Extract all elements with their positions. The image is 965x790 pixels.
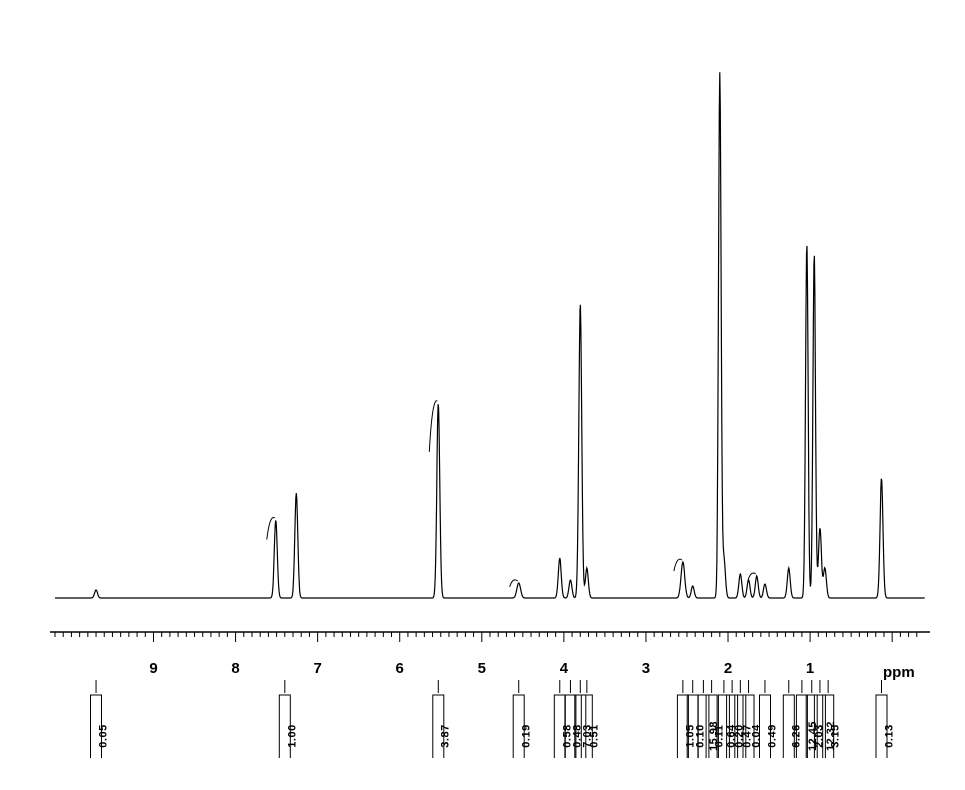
x-axis-unit-label: ppm	[883, 664, 915, 681]
x-tick-label: 2	[724, 660, 732, 677]
peak-shoulder	[674, 559, 682, 571]
x-tick-label: 9	[149, 660, 157, 677]
x-tick-label: 7	[313, 660, 321, 677]
peak-shoulder	[429, 401, 437, 452]
integral-value-label: 3.15	[830, 724, 842, 747]
peak-shoulder	[510, 580, 518, 587]
x-tick-label: 5	[478, 660, 486, 677]
x-tick-label: 1	[806, 660, 814, 677]
x-tick-label: 6	[396, 660, 404, 677]
integral-value-label: 0.05	[98, 724, 110, 747]
integral-value-label: 0.04	[750, 724, 762, 747]
nmr-spectrum-container: 987654321ppm0.051.003.870.190.580.487.03…	[0, 0, 965, 790]
x-tick-label: 8	[231, 660, 239, 677]
integral-value-label: 3.87	[440, 724, 452, 747]
integral-value-label: 0.10	[694, 724, 706, 747]
integral-value-label: 0.13	[883, 724, 895, 747]
integral-value-label: 1.00	[287, 724, 299, 747]
peak-shoulder	[267, 517, 275, 539]
integral-value-label: 0.11	[713, 725, 725, 748]
integral-value-label: 6.26	[790, 724, 802, 747]
x-tick-label: 4	[560, 660, 568, 677]
x-tick-label: 3	[642, 660, 650, 677]
spectrum-trace	[55, 72, 925, 598]
integral-value-label: 2.03	[813, 724, 825, 747]
integral-value-label: 0.19	[520, 724, 532, 747]
integral-value-label: 0.51	[589, 724, 601, 747]
integral-value-label: 0.49	[767, 724, 779, 747]
